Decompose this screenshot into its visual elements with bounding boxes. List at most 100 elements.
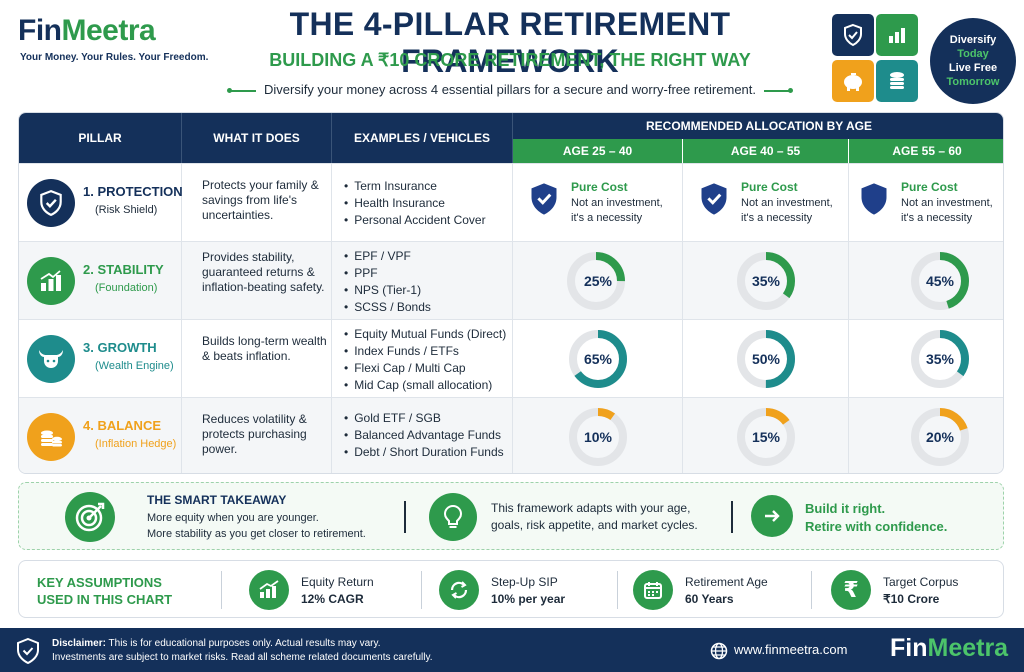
list-item: Health Insurance bbox=[344, 195, 486, 212]
list-item: Flexi Cap / Multi Cap bbox=[344, 360, 506, 377]
donut-value-arc bbox=[911, 252, 969, 310]
protection-cell-3: Pure Cost Not an investment, it's a neces… bbox=[849, 164, 1003, 242]
pure-cost-text: Not an investment, it's a necessity bbox=[901, 197, 993, 224]
allocation-cell: 20% bbox=[849, 398, 1003, 473]
list-item: Mid Cap (small allocation) bbox=[344, 377, 506, 394]
list-item: Personal Accident Cover bbox=[344, 212, 485, 229]
lightbulb-icon bbox=[429, 493, 477, 541]
list-item: Gold ETF / SGB bbox=[344, 410, 504, 427]
bar-chart-icon bbox=[27, 257, 75, 305]
divider bbox=[811, 571, 812, 609]
assumptions-title: KEY ASSUMPTIONS USED IN THIS CHART bbox=[37, 575, 173, 607]
donut-value-arc bbox=[737, 252, 795, 310]
pillar-name: 4. BALANCE bbox=[83, 418, 162, 433]
examples-cell: Term Insurance Health Insurance Personal… bbox=[332, 164, 513, 242]
examples-list: EPF / VPF PPF NPS (Tier-1) SCSS / Bonds bbox=[344, 248, 431, 316]
footer-logo: FinMeetra bbox=[890, 634, 1009, 662]
allocation-value: 25% bbox=[583, 273, 613, 289]
shield-icon bbox=[832, 14, 874, 56]
piggy-bank-icon bbox=[832, 60, 874, 102]
pillar-cell: 1. PROTECTION (Risk Shield) bbox=[19, 164, 183, 242]
pure-cost-title: Pure Cost bbox=[901, 180, 958, 194]
allocation-donut bbox=[911, 330, 969, 388]
allocation-donut bbox=[911, 252, 969, 310]
pure-cost-text: Not an investment, it's a necessity bbox=[741, 197, 833, 224]
allocation-cell: 10% bbox=[513, 398, 683, 473]
list-item: Balanced Advantage Funds bbox=[344, 427, 504, 444]
bar-chart-icon bbox=[876, 14, 918, 56]
protection-cell-2: Pure Cost Not an investment, it's a neces… bbox=[683, 164, 849, 242]
pillar-name: 1. PROTECTION bbox=[83, 184, 183, 199]
pillar-description: Builds long-term wealth & beats inflatio… bbox=[202, 334, 327, 363]
pillar-subtitle: (Inflation Hedge) bbox=[95, 438, 177, 450]
header-age-1: AGE 25 – 40 bbox=[513, 139, 683, 163]
pillar-table: PILLAR WHAT IT DOES EXAMPLES / VEHICLES … bbox=[18, 112, 1004, 474]
brand-tagline: Your Money. Your Rules. Your Freedom. bbox=[20, 52, 209, 63]
allocation-value: 15% bbox=[751, 429, 781, 445]
list-item: Term Insurance bbox=[344, 178, 486, 195]
pillar-name: 2. STABILITY bbox=[83, 262, 164, 277]
divider bbox=[421, 571, 422, 609]
cubes-illustration bbox=[832, 14, 922, 106]
list-item: PPF bbox=[344, 265, 431, 282]
assumption-label: Target Corpus bbox=[883, 575, 959, 589]
divider bbox=[404, 501, 406, 533]
assumption-label: Retirement Age bbox=[685, 575, 768, 589]
pure-cost-text: Not an investment, it's a necessity bbox=[571, 197, 663, 224]
coins-stack-icon bbox=[876, 60, 918, 102]
assumption-value: 12% CAGR bbox=[301, 592, 364, 606]
list-item: Index Funds / ETFs bbox=[344, 343, 506, 360]
allocation-cell: 35% bbox=[849, 320, 1003, 398]
assumption-value: 60 Years bbox=[685, 592, 734, 606]
header-allocation: RECOMMENDED ALLOCATION BY AGE bbox=[645, 119, 872, 133]
examples-list: Gold ETF / SGB Balanced Advantage Funds … bbox=[344, 410, 504, 461]
build-right-text: Build it right. Retire with confidence. bbox=[805, 501, 948, 534]
pillar-subtitle: (Foundation) bbox=[95, 282, 158, 294]
description-cell: Provides stability, guaranteed returns &… bbox=[182, 242, 332, 320]
pillar-subtitle: (Wealth Engine) bbox=[95, 360, 174, 372]
examples-list: Term Insurance Health Insurance Personal… bbox=[344, 178, 486, 229]
diversify-badge: Diversify Today Live Free Tomorrow bbox=[930, 18, 1016, 104]
smart-takeaway-panel: THE SMART TAKEAWAY More equity when you … bbox=[18, 482, 1004, 550]
table-header: PILLAR WHAT IT DOES EXAMPLES / VEHICLES … bbox=[19, 113, 1003, 163]
donut-value-arc bbox=[911, 330, 969, 388]
coins-icon bbox=[27, 413, 75, 461]
pillar-description: Reduces volatility & protects purchasing… bbox=[202, 412, 307, 456]
allocation-cell: 15% bbox=[683, 398, 849, 473]
header-what: WHAT IT DOES bbox=[182, 113, 332, 163]
bull-icon bbox=[27, 335, 75, 383]
assumption-value: ₹10 Crore bbox=[883, 592, 940, 606]
allocation-cell: 65% bbox=[513, 320, 683, 398]
description-cell: Builds long-term wealth & beats inflatio… bbox=[182, 320, 332, 398]
donut-value-arc bbox=[569, 408, 627, 466]
allocation-value: 50% bbox=[751, 351, 781, 367]
pillar-cell: 3. GROWTH (Wealth Engine) bbox=[19, 320, 182, 398]
donut-value-arc bbox=[569, 330, 627, 388]
website-link[interactable]: www.finmeetra.com bbox=[734, 642, 848, 657]
list-item: Equity Mutual Funds (Direct) bbox=[344, 326, 506, 343]
globe-icon bbox=[710, 642, 728, 660]
pillar-name: 3. GROWTH bbox=[83, 340, 157, 355]
donut-value-arc bbox=[737, 408, 795, 466]
allocation-donut bbox=[567, 252, 625, 310]
allocation-cell: 50% bbox=[683, 320, 849, 398]
shield-icon bbox=[861, 183, 887, 215]
takeaway-title: THE SMART TAKEAWAY bbox=[147, 493, 287, 507]
examples-cell: Equity Mutual Funds (Direct) Index Funds… bbox=[332, 320, 513, 398]
footer: Disclaimer: This is for educational purp… bbox=[0, 628, 1024, 672]
allocation-donut bbox=[737, 330, 795, 388]
pillar-subtitle: (Risk Shield) bbox=[95, 204, 158, 216]
list-item: NPS (Tier-1) bbox=[344, 282, 431, 299]
brand-logo: FinMeetra bbox=[18, 14, 156, 47]
description-cell: Reduces volatility & protects purchasing… bbox=[182, 398, 332, 473]
pillar-cell: 2. STABILITY (Foundation) bbox=[19, 242, 182, 320]
shield-check-icon bbox=[701, 183, 727, 215]
allocation-value: 10% bbox=[583, 429, 613, 445]
donut-value-arc bbox=[911, 408, 969, 466]
growth-chart-icon bbox=[249, 570, 289, 610]
assumption-label: Equity Return bbox=[301, 575, 374, 589]
examples-list: Equity Mutual Funds (Direct) Index Funds… bbox=[344, 326, 506, 394]
description-cell: Protects your family & savings from life… bbox=[182, 164, 332, 242]
page-subtitle: BUILDING A ₹10 CRORE RETIREMENT, THE RIG… bbox=[269, 50, 751, 70]
allocation-cell: 25% bbox=[513, 242, 683, 320]
